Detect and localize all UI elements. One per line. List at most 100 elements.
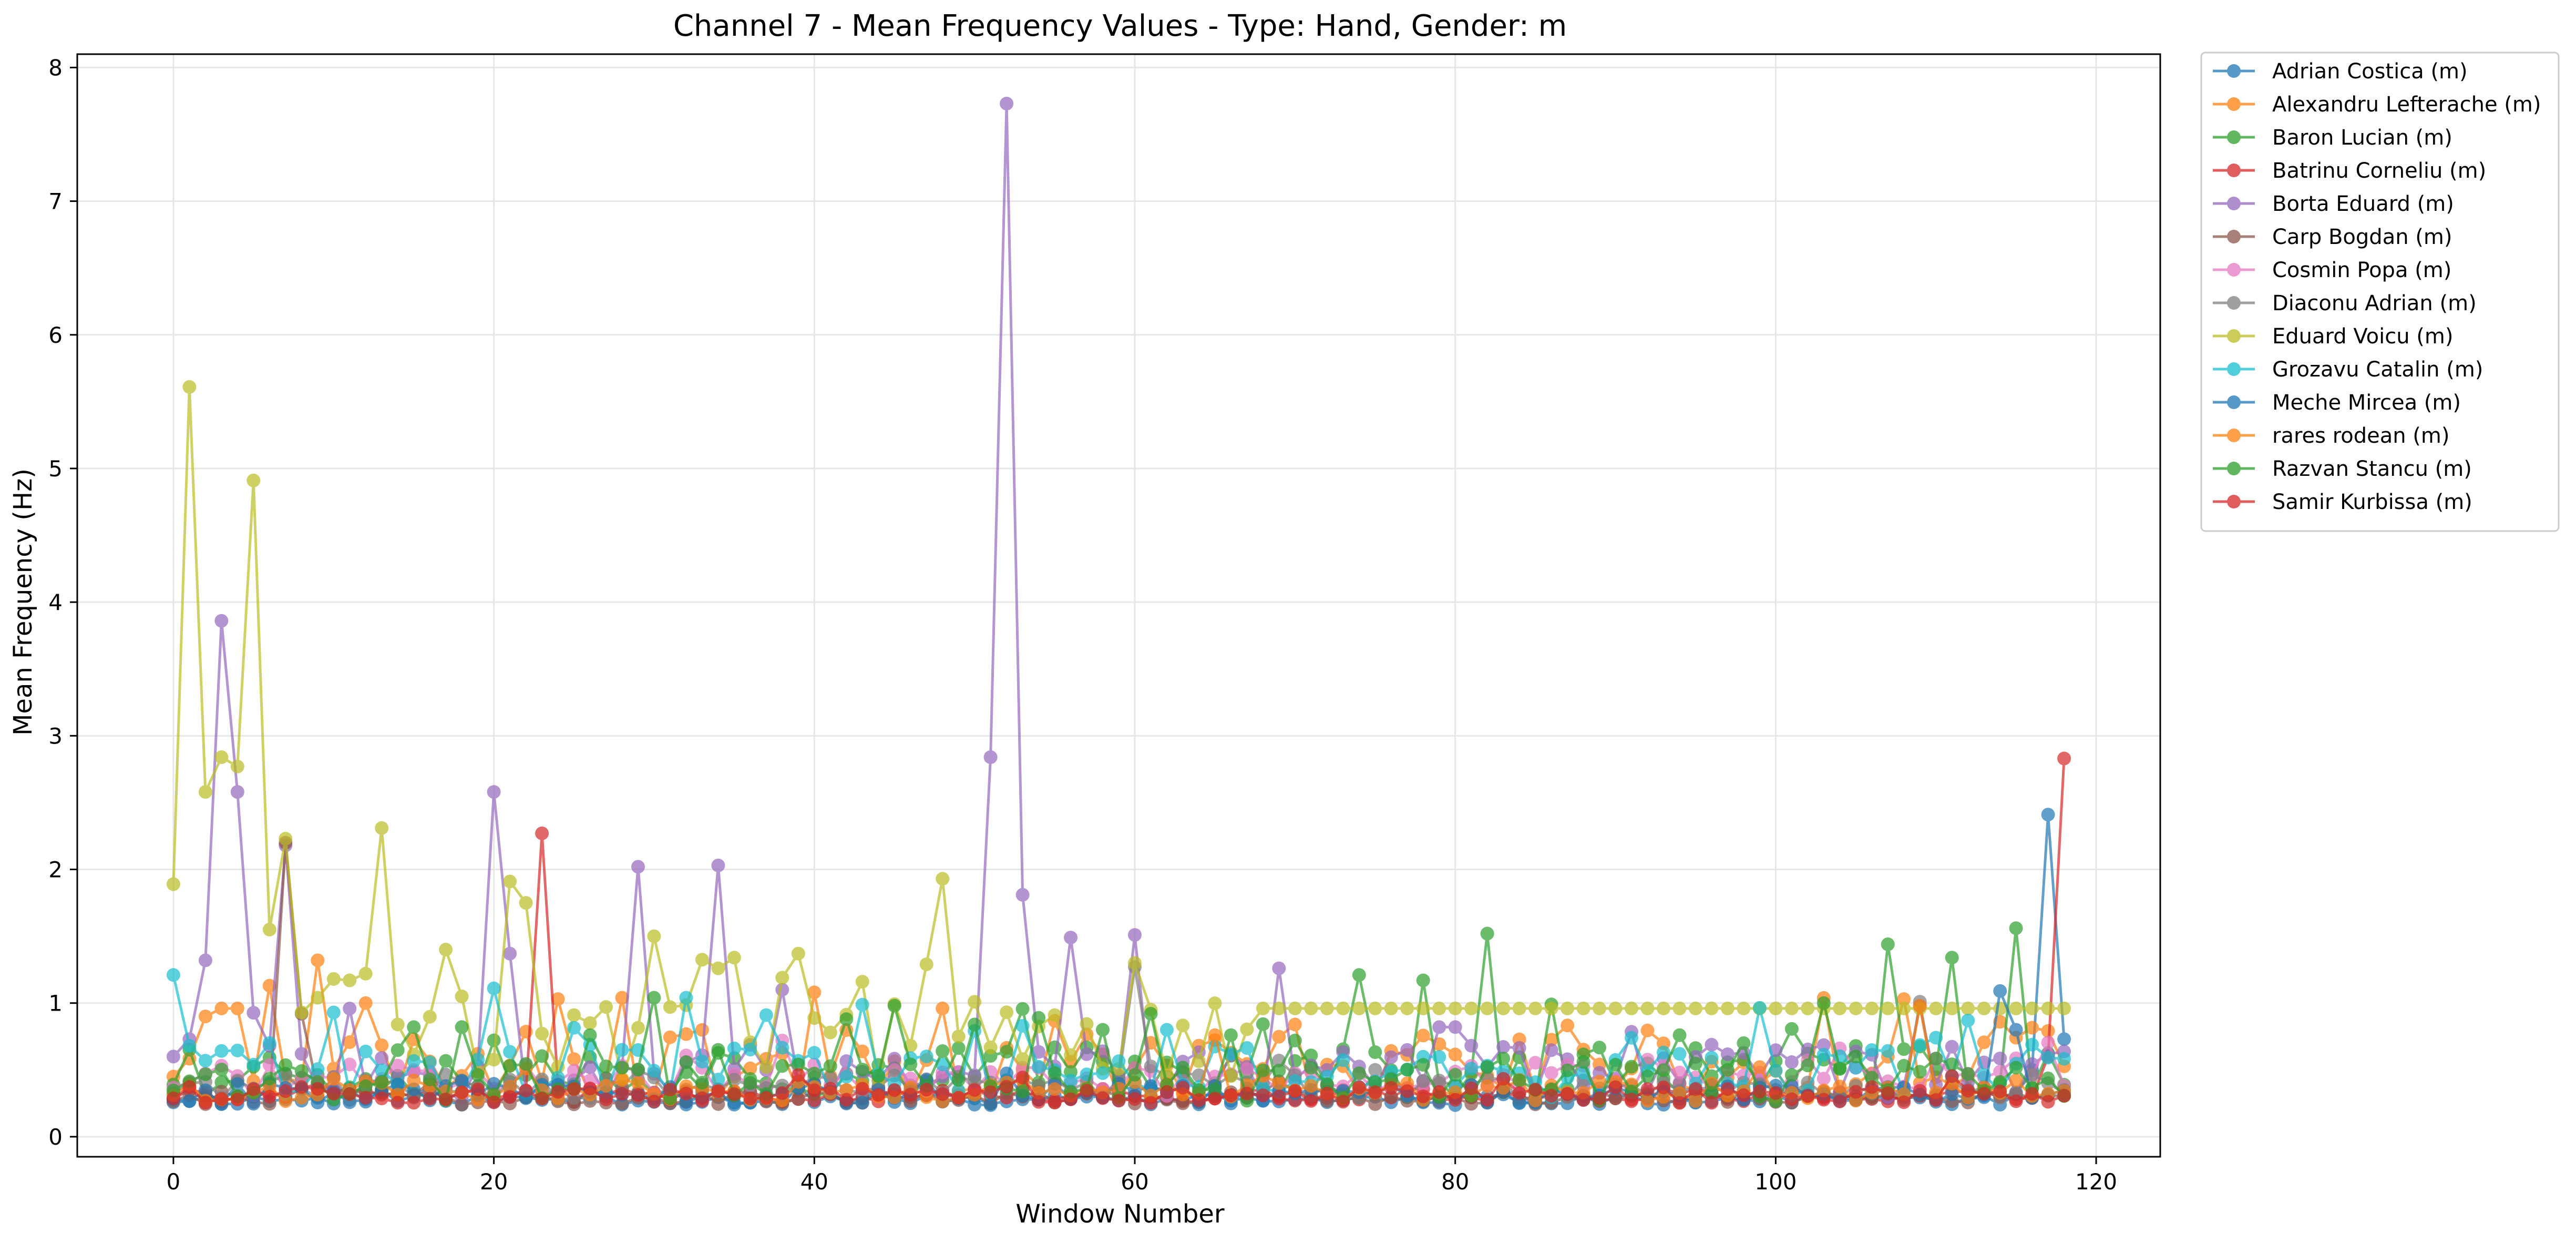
data-point [839,1083,854,1097]
data-point [391,1017,405,1032]
data-point [1720,1047,1735,1061]
data-point [791,1092,805,1106]
data-point [1625,1059,1638,1074]
data-point [166,877,180,891]
data-point [1480,1093,1494,1107]
data-point [1784,1001,1799,1015]
data-point [1224,1028,1238,1042]
data-point [968,1083,982,1097]
data-point [1272,1076,1286,1090]
legend-label: Eduard Voicu (m) [2272,324,2453,349]
data-point [1672,1001,1687,1015]
data-point [1192,1083,1206,1097]
data-point [743,1091,757,1105]
data-point [2057,1001,2071,1015]
data-point [407,1020,421,1034]
legend-label: Cosmin Popa (m) [2272,258,2451,282]
data-point [1945,1001,1959,1015]
data-point [1640,1069,1655,1084]
data-point [759,1008,773,1022]
legend-label: rares rodean (m) [2272,424,2449,448]
data-point [1272,1064,1286,1078]
data-point [1528,1093,1543,1107]
legend-item [2213,495,2255,508]
data-point [2057,751,2071,766]
legend-box [2200,52,2560,532]
data-point [1160,1085,1174,1099]
data-point [1496,1001,1511,1015]
data-point [855,1096,869,1109]
data-point [1112,1094,1126,1108]
data-point [1913,1084,1927,1098]
data-point [1528,1001,1543,1015]
data-point [1000,1045,1014,1059]
data-point [1625,1031,1638,1045]
data-point [1688,1082,1702,1096]
data-point [1384,1050,1398,1064]
data-point [1657,1090,1670,1104]
data-point [1752,1001,1767,1015]
data-point [535,1049,549,1063]
data-point [519,1084,533,1098]
data-point [358,1079,373,1093]
data-point [1608,1001,1623,1015]
data-point [1416,1001,1430,1015]
data-point [679,1055,693,1069]
data-point [439,1054,453,1068]
legend-item [2213,263,2255,277]
data-point [214,1001,229,1015]
data-point [1464,1038,1479,1053]
data-point [294,1047,309,1061]
data-point [1128,1092,1142,1106]
data-point [583,1028,597,1042]
data-point [983,750,998,764]
data-point [1561,1087,1575,1101]
data-point [358,1091,373,1105]
data-point [567,1008,581,1022]
data-point [1496,1040,1511,1054]
data-point [887,1052,901,1066]
data-point [1368,1097,1382,1111]
data-point [1576,1001,1590,1015]
data-point [807,1066,822,1081]
data-point [230,759,244,773]
data-point [951,1073,966,1087]
data-point [695,953,709,967]
data-point [807,985,822,1000]
data-point [1064,1048,1077,1062]
data-point [166,1050,180,1064]
data-point [1913,999,1927,1013]
x-tick-label: 0 [167,1169,181,1195]
data-point [1993,1084,2007,1098]
data-point [1657,1063,1670,1077]
data-point [968,1017,982,1032]
data-point [1737,1001,1751,1015]
legend-item [2213,395,2255,409]
data-point [1256,1017,1270,1031]
data-point [343,973,357,987]
data-point [2041,808,2055,822]
data-point [1480,1001,1494,1015]
data-point [2025,1001,2039,1015]
data-point [1593,1041,1606,1055]
data-point [343,1035,357,1049]
data-point [647,1094,661,1108]
data-point [1096,1091,1110,1105]
data-point [759,1060,773,1074]
data-point [166,1092,180,1105]
data-point [1672,1096,1687,1110]
data-point [503,1090,517,1104]
data-point [1801,1058,1815,1073]
data-point [230,1043,244,1057]
data-point [1480,1060,1494,1074]
data-point [1128,1068,1142,1082]
data-point [503,874,517,889]
data-point [1416,1089,1430,1104]
data-point [326,1072,341,1086]
data-point [1448,1093,1462,1107]
data-point [1240,1041,1254,1055]
data-point [1897,992,1911,1006]
data-point [247,1006,261,1020]
data-point [1945,1040,1959,1054]
legend-item [2213,296,2255,310]
